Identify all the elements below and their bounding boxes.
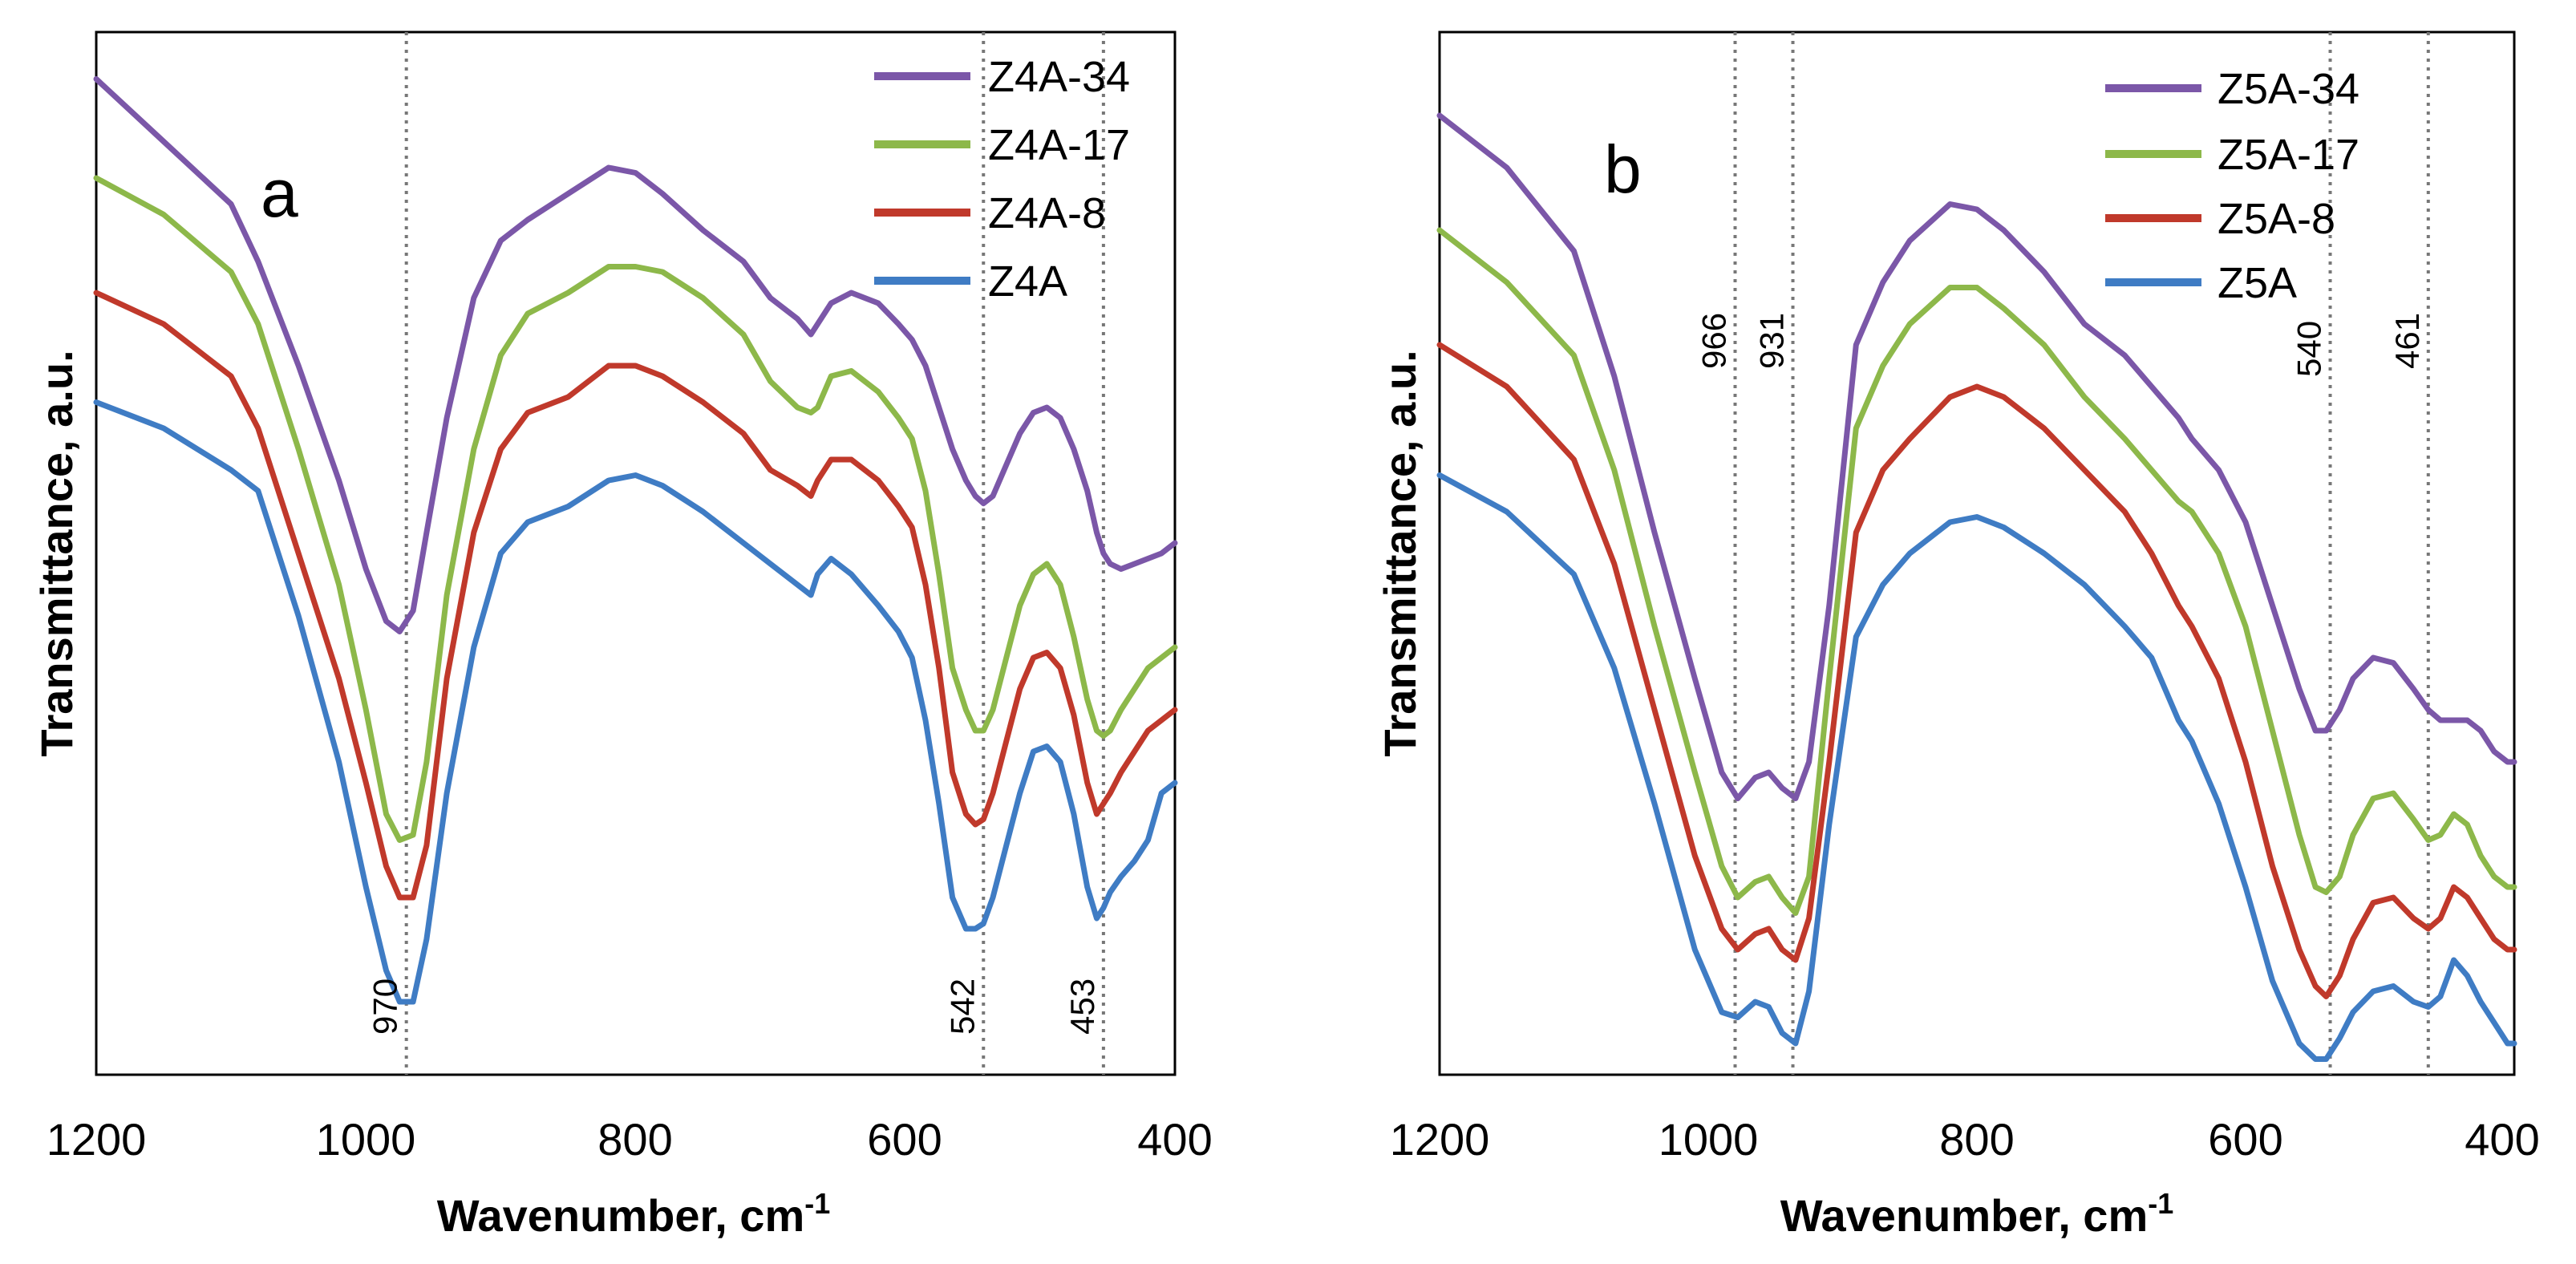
legend-label: Z4A-34 (988, 53, 1130, 101)
legend: Z4A-34 Z4A-17 Z4A-8 Z4A (874, 53, 1130, 306)
series-lines (1436, 112, 2517, 1062)
x-tick-label: 1200 (1390, 1114, 1490, 1165)
series-line-Z4A-34 (93, 76, 1178, 634)
reference-label: 966 (1695, 313, 1733, 369)
reference-label: 461 (2388, 313, 2426, 369)
panel-b: 966 931 540 461 1200 1000 800 600 400 Waven… (1375, 30, 2540, 1241)
legend: Z5A-34 Z5A-17 Z5A-8 Z5A (2105, 65, 2359, 307)
series-line-Z5A-34 (1436, 112, 2517, 801)
x-tick-label: 800 (597, 1114, 672, 1165)
series-line-Z4A-8 (93, 290, 1178, 901)
reference-lines (1733, 32, 2430, 1075)
x-axis-title: Wavenumber, cm-1 (437, 1187, 831, 1241)
legend-label: Z4A-8 (988, 189, 1106, 237)
y-axis-title: Transmittance, a.u. (31, 350, 82, 756)
plot-area-frame (95, 30, 1177, 1076)
x-tick-label: 400 (2465, 1114, 2539, 1165)
reference-label: 970 (367, 978, 404, 1035)
x-tick-label: 1200 (47, 1114, 147, 1165)
legend-label: Z5A (2218, 259, 2297, 307)
reference-labels: 970 542 453 (367, 978, 1101, 1035)
series-line-Z5A (1436, 472, 2517, 1062)
y-axis-title: Transmittance, a.u. (1375, 350, 1425, 756)
panel-label: b (1604, 132, 1642, 207)
x-ticks: 1200 1000 800 600 400 (1390, 1114, 2540, 1165)
series-line-Z5A-17 (1436, 227, 2517, 916)
series-line-Z5A-8 (1436, 342, 2517, 999)
reference-label: 931 (1753, 313, 1791, 369)
panel-label: a (261, 156, 298, 231)
x-tick-label: 600 (2208, 1114, 2282, 1165)
plot-area-frame (1438, 30, 2516, 1076)
legend-label: Z5A-17 (2218, 131, 2359, 179)
x-axis-title: Wavenumber, cm-1 (1780, 1187, 2174, 1241)
legend-label: Z4A-17 (988, 121, 1130, 169)
reference-label: 542 (943, 978, 981, 1035)
legend-label: Z5A-8 (2218, 195, 2335, 243)
legend-label: Z4A (988, 257, 1067, 306)
series-line-Z4A-17 (93, 175, 1178, 843)
x-tick-label: 1000 (1659, 1114, 1759, 1165)
reference-label: 540 (2290, 321, 2328, 377)
x-tick-label: 400 (1137, 1114, 1212, 1165)
legend-label: Z5A-34 (2218, 65, 2359, 113)
reference-labels: 966 931 540 461 (1695, 313, 2426, 377)
series-lines (93, 76, 1178, 1005)
panel-a: 970 542 453 1200 1000 800 600 400 Wavenumb… (31, 30, 1213, 1241)
reference-label: 453 (1063, 978, 1101, 1035)
x-tick-label: 800 (1939, 1114, 2014, 1165)
series-line-Z4A (93, 399, 1178, 1005)
x-ticks: 1200 1000 800 600 400 (47, 1114, 1213, 1165)
x-tick-label: 600 (867, 1114, 942, 1165)
x-tick-label: 1000 (316, 1114, 416, 1165)
